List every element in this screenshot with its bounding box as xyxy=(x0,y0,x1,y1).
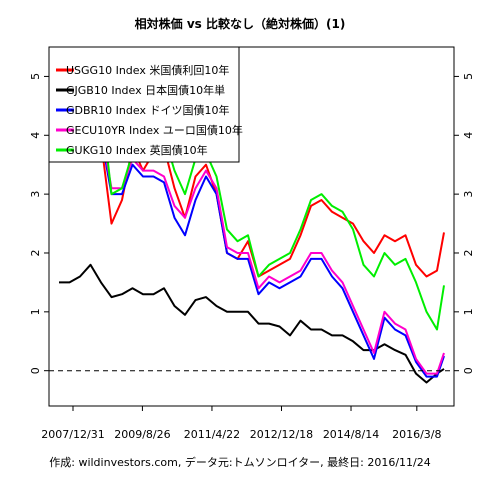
series-line-2 xyxy=(59,104,445,378)
y-tick-label-right-3: 3 xyxy=(462,191,475,198)
series-layer xyxy=(58,63,445,384)
legend-label-0: USGG10 Index 米国債利回10年 xyxy=(66,63,229,77)
x-tick-label-2: 2011/4/22 xyxy=(184,428,240,441)
legend-label-2: GDBR10 Index ドイツ国債10年 xyxy=(66,103,229,117)
y-tick-label-left-0: 0 xyxy=(29,367,42,374)
series-line-4 xyxy=(58,63,445,331)
y-tick-label-right-4: 4 xyxy=(462,132,475,139)
y-tick-label-left-3: 3 xyxy=(29,191,42,198)
plot-frame xyxy=(48,46,455,407)
y-tick-label-left-4: 4 xyxy=(29,132,42,139)
legend-label-4: GUKG10 Index 英国債10年 xyxy=(66,143,208,157)
x-tick-label-0: 2007/12/31 xyxy=(41,428,104,441)
x-tick-label-4: 2014/8/14 xyxy=(323,428,379,441)
axes-layer: 0 0 1 1 2 2 3 3 4 4 5 5 2007/12/31 2009/8/26 2011/4/22… xyxy=(29,73,475,441)
chart-title: 相対株価 vs 比較なし（絶対株価）(1) xyxy=(135,16,346,31)
y-tick-label-right-5: 5 xyxy=(462,73,475,80)
legend-label-1: GJGB10 Index 日本国債10年単 xyxy=(66,83,225,97)
x-tick-label-1: 2009/8/26 xyxy=(114,428,170,441)
x-tick-label-3: 2012/12/18 xyxy=(250,428,313,441)
y-tick-label-right-1: 1 xyxy=(462,308,475,315)
legend-label-3: GECU10YR Index ユーロ国債10年 xyxy=(66,123,243,137)
legend: USGG10 Index 米国債利回10年 GJGB10 Index 日本国債10… xyxy=(48,46,243,163)
y-tick-label-left-1: 1 xyxy=(29,308,42,315)
legend-items: USGG10 Index 米国債利回10年 GJGB10 Index 日本国債10… xyxy=(56,63,243,157)
chart-caption: 作成: wildinvestors.com, データ元:トムソンロイター, 最終… xyxy=(49,455,430,469)
x-tick-label-5: 2016/3/8 xyxy=(392,428,441,441)
y-tick-label-right-2: 2 xyxy=(462,249,475,256)
y-tick-label-right-0: 0 xyxy=(462,367,475,374)
series-line-1 xyxy=(59,263,445,384)
y-tick-label-left-2: 2 xyxy=(29,249,42,256)
y-tick-label-left-5: 5 xyxy=(29,73,42,80)
legend-box xyxy=(48,46,240,163)
